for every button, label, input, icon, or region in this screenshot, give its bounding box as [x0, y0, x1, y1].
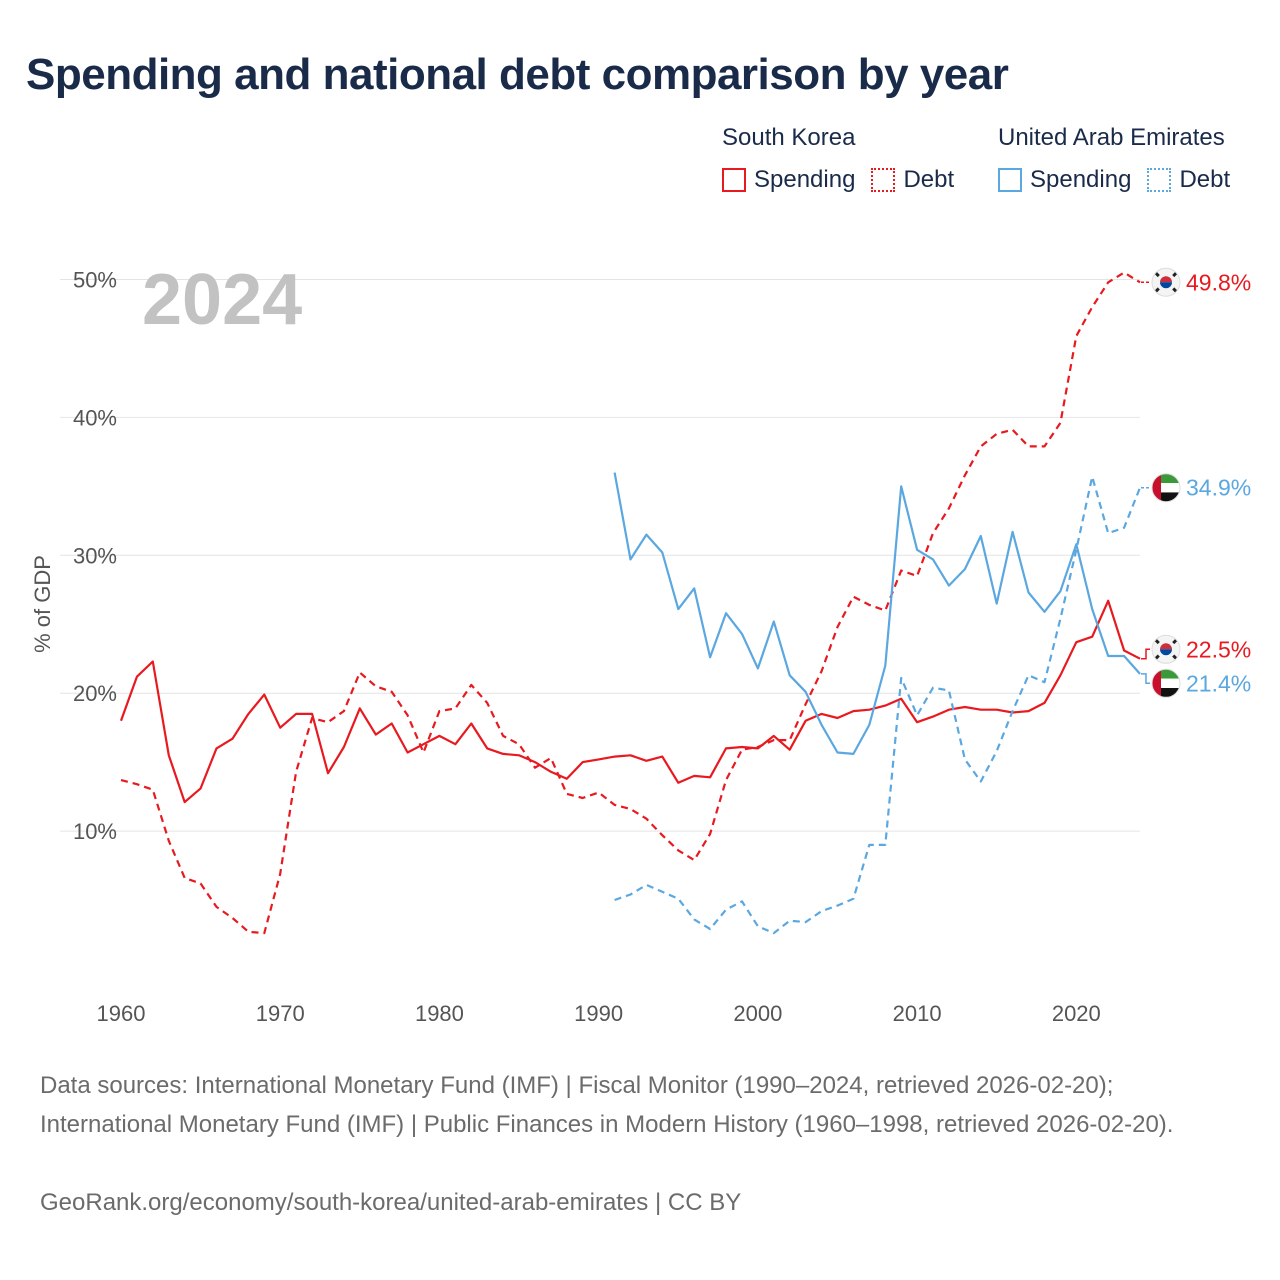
y-tick-label: 50% — [73, 268, 117, 293]
legend-swatch-dotted — [1147, 168, 1172, 192]
legend-group-name: South Korea — [722, 124, 856, 151]
legend-item-uae-debt[interactable]: Debt — [1147, 166, 1230, 194]
x-tick-label: 1970 — [256, 1001, 305, 1026]
series-line-united-arab-emirates-debt[interactable] — [614, 475, 1142, 935]
x-tick-label: 1980 — [415, 1001, 464, 1026]
legend-group-south-korea: South Korea Spending Debt — [722, 124, 970, 194]
year-label: 2024 — [142, 260, 302, 340]
y-tick-label: 20% — [73, 681, 117, 706]
legend-group-uae: United Arab Emirates Spending Debt — [998, 124, 1246, 194]
series-line-united-arab-emirates-spending[interactable] — [613, 472, 1141, 755]
legend-item-uae-spending[interactable]: Spending — [998, 166, 1131, 194]
legend-swatch-dotted — [871, 168, 896, 192]
x-tick-label: 1960 — [97, 1001, 146, 1026]
series-line-south-korea-spending[interactable] — [119, 599, 1141, 804]
uae-flag-icon — [1151, 668, 1181, 698]
x-tick-label: 1990 — [574, 1001, 623, 1026]
legend-swatch-solid — [998, 168, 1022, 192]
uae-flag-icon — [1151, 473, 1181, 503]
x-tick-label: 2000 — [733, 1001, 782, 1026]
line-chart: 2024 % of GDP 10% 20% 30% 40% 50% 1960 1970 198… — [30, 260, 1251, 1027]
legend-item-south-korea-debt[interactable]: Debt — [871, 166, 954, 194]
credit-line: GeoRank.org/economy/south-korea/united-a… — [40, 1189, 742, 1216]
legend-label: Debt — [903, 166, 955, 193]
end-value-label: 34.9% — [1186, 475, 1251, 501]
end-value-label: 22.5% — [1186, 636, 1251, 662]
chart-title: Spending and national debt comparison by… — [26, 50, 1009, 99]
series-lines — [119, 271, 1142, 935]
legend-label: Debt — [1179, 166, 1231, 193]
series-line-south-korea-debt[interactable] — [120, 271, 1141, 935]
end-labels: 49.8% 34.9% 22.5% 21.4% — [1141, 267, 1251, 698]
y-axis-label: % of GDP — [30, 555, 55, 653]
south-korea-flag-icon — [1151, 267, 1181, 297]
x-tick-label: 2020 — [1052, 1001, 1101, 1026]
end-label-connector — [1141, 648, 1150, 660]
legend-item-south-korea-spending[interactable]: Spending — [722, 166, 855, 194]
legend-label: Spending — [754, 166, 856, 193]
y-tick-label: 10% — [73, 819, 117, 844]
axis-ticks: 10% 20% 30% 40% 50% 1960 1970 1980 1990 2000 2010 2… — [73, 268, 1101, 1027]
legend-swatch-solid — [722, 168, 746, 192]
y-tick-label: 40% — [73, 405, 117, 430]
end-label-connector — [1141, 673, 1150, 685]
gridlines — [60, 279, 1140, 832]
legend-label: Spending — [1030, 166, 1132, 193]
south-korea-flag-icon — [1151, 634, 1181, 664]
y-tick-label: 30% — [73, 543, 117, 568]
x-tick-label: 2010 — [893, 1001, 942, 1026]
legend-group-name: United Arab Emirates — [998, 124, 1225, 151]
end-value-label: 21.4% — [1186, 670, 1251, 696]
end-value-label: 49.8% — [1186, 269, 1251, 295]
data-sources: Data sources: International Monetary Fun… — [40, 1072, 1174, 1138]
